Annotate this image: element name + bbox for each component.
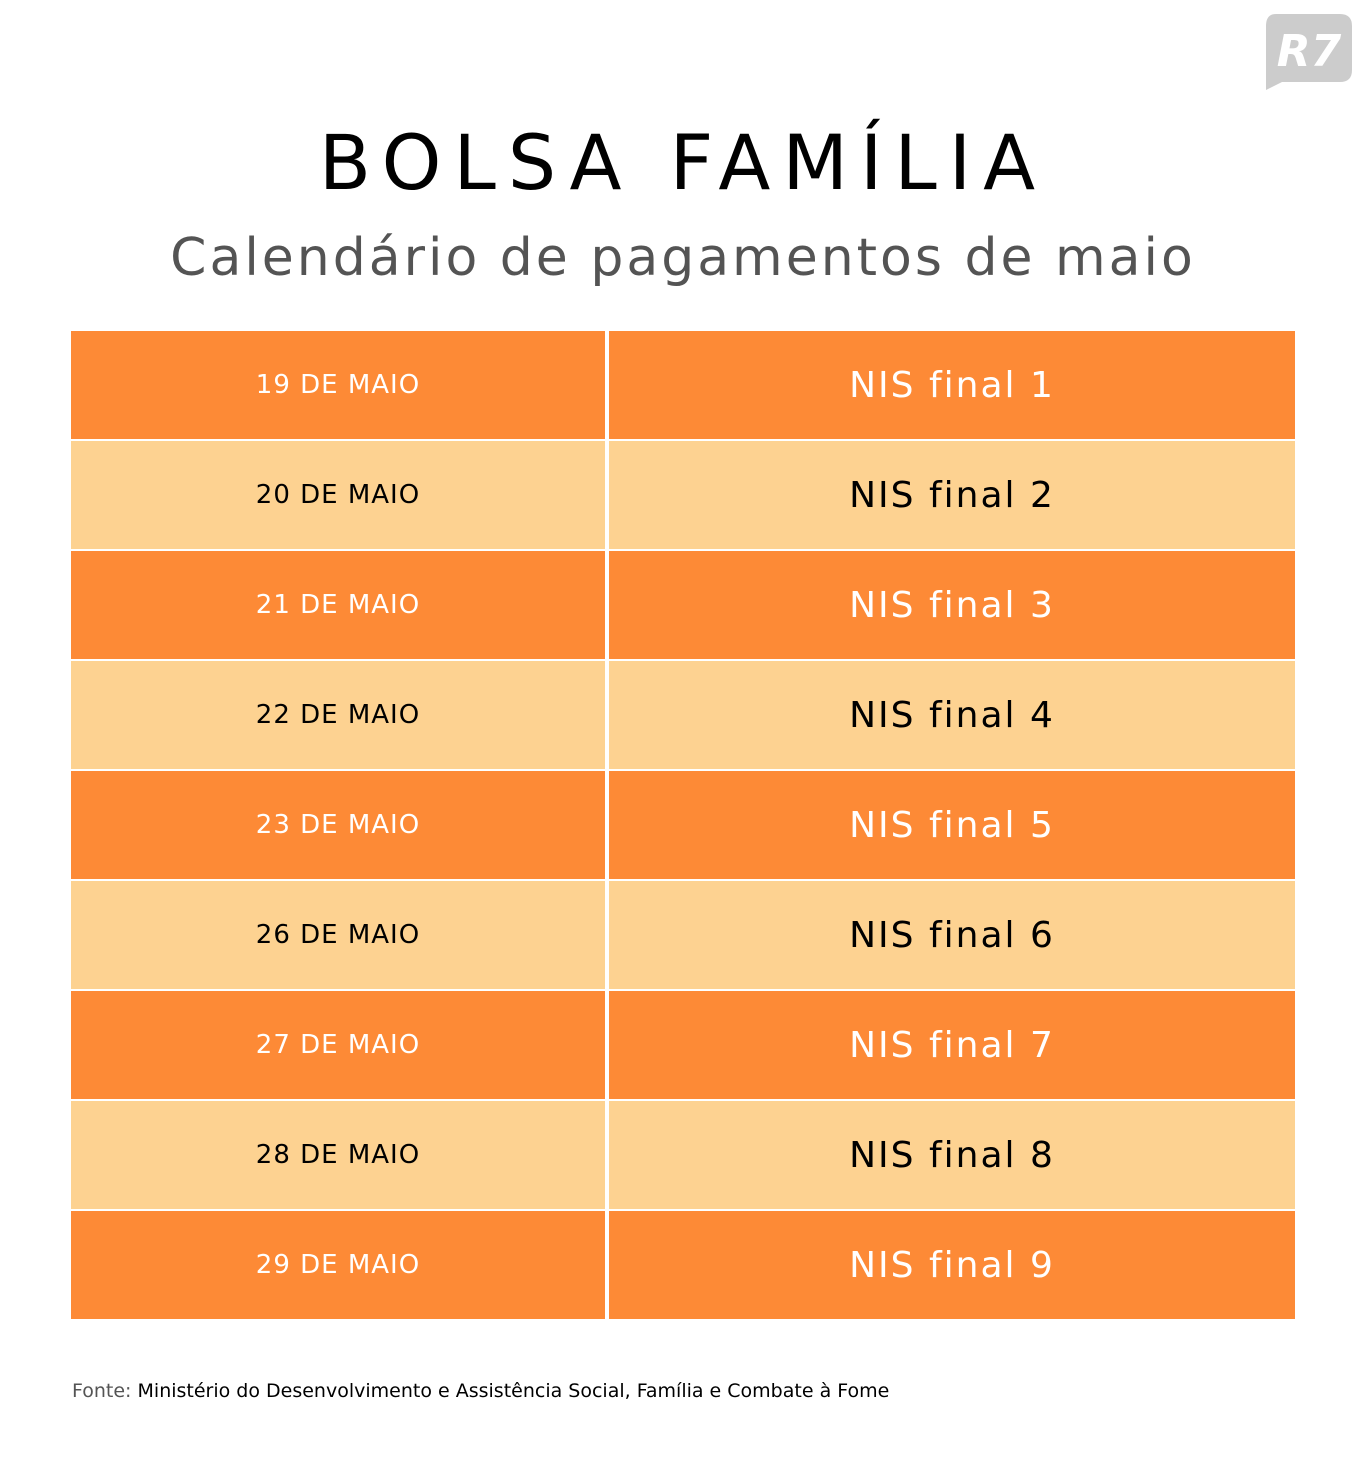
payment-date-cell: 22 DE MAIO — [71, 661, 605, 769]
nis-final-cell: NIS final 7 — [609, 991, 1295, 1099]
table-row: 29 DE MAIO NIS final 9 — [71, 1211, 1295, 1319]
nis-final-cell: NIS final 6 — [609, 881, 1295, 989]
payment-date-cell: 28 DE MAIO — [71, 1101, 605, 1209]
payment-date-cell: 26 DE MAIO — [71, 881, 605, 989]
nis-final-cell: NIS final 4 — [609, 661, 1295, 769]
table-row: 26 DE MAIO NIS final 6 — [71, 881, 1295, 989]
page-subtitle: Calendário de pagamentos de maio — [170, 228, 1196, 288]
table-row: 27 DE MAIO NIS final 7 — [71, 991, 1295, 1099]
table-row: 19 DE MAIO NIS final 1 — [71, 331, 1295, 439]
source-text: Ministério do Desenvolvimento e Assistên… — [137, 1380, 890, 1402]
source-footer: Fonte: Ministério do Desenvolvimento e A… — [72, 1380, 889, 1402]
payment-date-cell: 29 DE MAIO — [71, 1211, 605, 1319]
nis-final-cell: NIS final 8 — [609, 1101, 1295, 1209]
payment-calendar-table: 19 DE MAIO NIS final 1 20 DE MAIO NIS fi… — [71, 331, 1295, 1319]
nis-final-cell: NIS final 3 — [609, 551, 1295, 659]
payment-date-cell: 19 DE MAIO — [71, 331, 605, 439]
payment-date-cell: 20 DE MAIO — [71, 441, 605, 549]
table-row: 20 DE MAIO NIS final 2 — [71, 441, 1295, 549]
r7-logo: R7 — [1264, 14, 1352, 92]
source-label: Fonte: — [72, 1380, 132, 1402]
nis-final-cell: NIS final 5 — [609, 771, 1295, 879]
nis-final-cell: NIS final 9 — [609, 1211, 1295, 1319]
table-row: 28 DE MAIO NIS final 8 — [71, 1101, 1295, 1209]
table-row: 21 DE MAIO NIS final 3 — [71, 551, 1295, 659]
table-row: 22 DE MAIO NIS final 4 — [71, 661, 1295, 769]
r7-logo-badge: R7 — [1266, 14, 1352, 90]
payment-date-cell: 27 DE MAIO — [71, 991, 605, 1099]
payment-date-cell: 23 DE MAIO — [71, 771, 605, 879]
nis-final-cell: NIS final 1 — [609, 331, 1295, 439]
page-title: BOLSA FAMÍLIA — [318, 118, 1048, 207]
r7-logo-text: R7 — [1277, 26, 1342, 77]
nis-final-cell: NIS final 2 — [609, 441, 1295, 549]
table-row: 23 DE MAIO NIS final 5 — [71, 771, 1295, 879]
payment-date-cell: 21 DE MAIO — [71, 551, 605, 659]
